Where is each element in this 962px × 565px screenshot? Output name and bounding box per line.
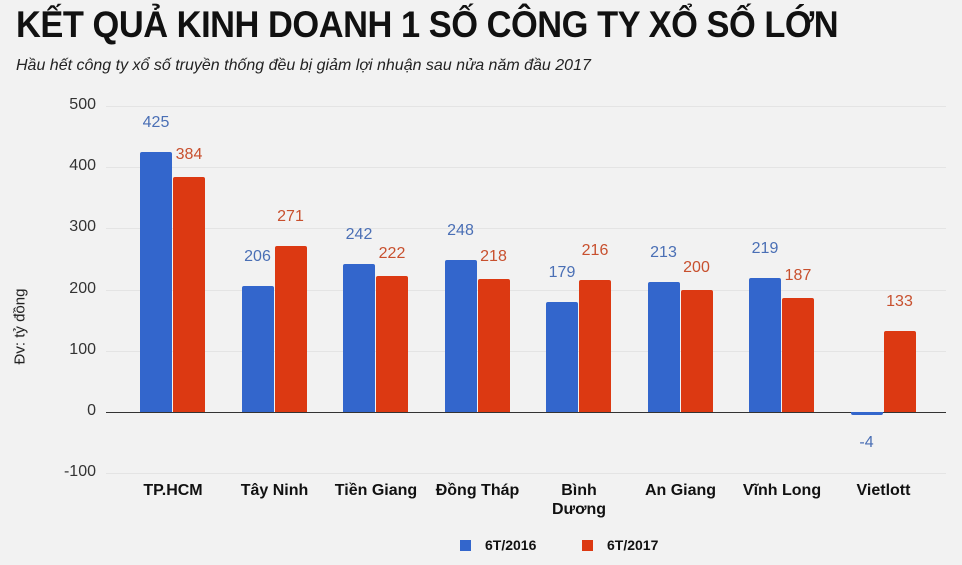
gridline [106,289,946,291]
data-label: 248 [447,222,474,240]
y-tick-label: -100 [63,463,96,481]
bar-6T-2016[interactable] [749,277,781,412]
bar-6T-2017[interactable] [883,330,916,412]
data-label: 218 [480,247,507,265]
bar-6T-2017[interactable] [782,297,814,412]
category-label: Tây Ninh [240,482,309,499]
bar-6T-2016[interactable] [546,302,578,412]
category-label: Bình Dương [551,482,607,518]
y-tick-label: 200 [69,279,96,297]
data-label: 179 [548,264,576,282]
bar-6T-2016[interactable] [850,412,883,415]
legend-swatch-blue-icon [460,539,471,551]
bar-6T-2016[interactable] [343,263,375,412]
gridline [106,106,946,107]
bar-6T-2017[interactable] [274,246,307,412]
chart-title: KẾT QUẢ KINH DOANH 1 SỐ CÔNG TY XỔ SỐ LỚ… [16,4,839,45]
data-label: 187 [784,266,812,284]
bar-6T-2016[interactable] [140,151,172,412]
bar-6T-2017[interactable] [173,176,205,412]
legend-label: 6T/2017 [607,537,659,553]
gridline [106,473,946,475]
bar-6T-2017[interactable] [477,278,510,412]
zero-baseline [106,412,946,413]
data-label: 242 [345,225,373,243]
data-label: 222 [378,245,406,263]
gridline [106,228,946,230]
category-label: Đồng Tháp [435,482,520,499]
category-label: An Giang [644,482,717,499]
data-label: 271 [277,208,304,226]
data-label: 213 [650,243,677,261]
y-tick-label: 400 [69,157,96,175]
data-label: 216 [581,241,609,259]
bar-6T-2017[interactable] [579,279,611,412]
gridline [106,350,946,352]
category-label: Vĩnh Long [742,482,822,499]
data-label: 133 [886,292,913,310]
category-label: Tiền Giang [334,482,418,499]
legend-label: 6T/2016 [485,537,537,553]
data-label: 384 [175,145,203,163]
data-label: 219 [751,239,779,257]
y-tick-label: 0 [87,402,96,419]
data-label: -4 [859,434,874,451]
bar-6T-2016[interactable] [241,285,274,412]
category-label: TP.HCM [143,482,203,499]
bar-6T-2016[interactable] [444,260,477,412]
y-tick-label: 300 [69,218,96,236]
legend-item-2017[interactable]: 6T/2017 [582,537,658,553]
legend-item-2016[interactable]: 6T/2016 [460,537,536,553]
bar-6T-2016[interactable] [647,281,680,412]
y-tick-label: 500 [69,96,96,113]
data-label: 200 [683,258,710,276]
bar-6T-2017[interactable] [680,289,713,412]
legend-swatch-red-icon [582,539,593,551]
data-label: 425 [142,113,170,131]
data-label: 206 [244,247,271,265]
gridline [106,167,946,169]
y-tick-label: 100 [69,340,96,358]
chart-subtitle: Hầu hết công ty xổ số truyền thống đều b… [16,57,591,74]
category-label: Vietlott [856,482,911,499]
bar-6T-2017[interactable] [376,276,408,412]
